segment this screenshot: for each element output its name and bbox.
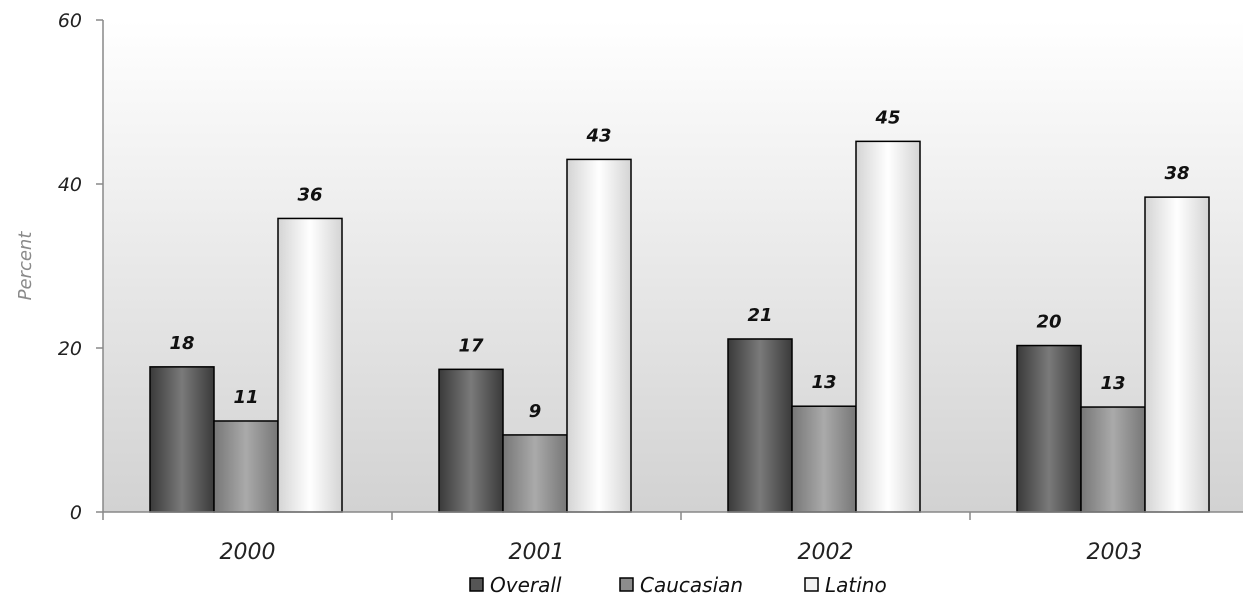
legend-label: Caucasian	[640, 573, 743, 597]
bar-overall	[727, 338, 793, 513]
data-label: 13	[1100, 373, 1125, 394]
data-label: 21	[747, 305, 772, 326]
data-label: 43	[585, 125, 611, 146]
x-axis-ticks: 2000 2001 2002 2003	[102, 512, 1143, 565]
legend-swatch	[804, 577, 819, 592]
data-label: 18	[169, 333, 194, 354]
data-label: 20	[1036, 312, 1061, 333]
legend-swatch	[469, 577, 484, 592]
bar-caucasian	[1080, 406, 1146, 513]
bar-overall	[149, 366, 215, 513]
bars	[149, 140, 1210, 513]
bar-caucasian	[213, 420, 279, 513]
y-tick-label: 0	[70, 502, 82, 524]
x-tick-label: 2002	[798, 540, 854, 565]
legend-swatch	[619, 577, 634, 592]
data-labels: 18 17 21 20 11 9 13 13 36 43 45 38	[169, 107, 1189, 422]
data-label: 17	[458, 335, 484, 356]
legend-label: Latino	[825, 573, 887, 597]
data-label: 45	[874, 107, 900, 128]
legend-label: Overall	[490, 573, 562, 597]
bar-overall	[1016, 344, 1082, 513]
bar-latino	[277, 217, 343, 513]
y-tick-label: 40	[58, 174, 82, 196]
bar-latino	[1144, 196, 1210, 513]
bar-caucasian	[502, 434, 568, 513]
x-tick-label: 2001	[509, 540, 565, 565]
bar-overall	[438, 368, 504, 513]
x-tick-label: 2000	[220, 540, 276, 565]
y-tick-label: 60	[58, 10, 82, 32]
x-tick-label: 2003	[1087, 540, 1143, 565]
bar-caucasian	[791, 405, 857, 513]
y-tick-label: 20	[58, 338, 82, 360]
bar-latino	[566, 158, 632, 513]
bar-latino	[855, 140, 921, 513]
y-axis-ticks: 0 20 40 60	[58, 10, 103, 524]
data-label: 13	[811, 372, 836, 393]
data-label: 38	[1164, 163, 1189, 184]
data-label: 36	[297, 184, 322, 205]
y-axis-title: Percent	[15, 231, 36, 301]
data-label: 9	[529, 401, 542, 422]
legend: Overall Caucasian Latino	[469, 573, 887, 597]
data-label: 11	[233, 387, 258, 408]
